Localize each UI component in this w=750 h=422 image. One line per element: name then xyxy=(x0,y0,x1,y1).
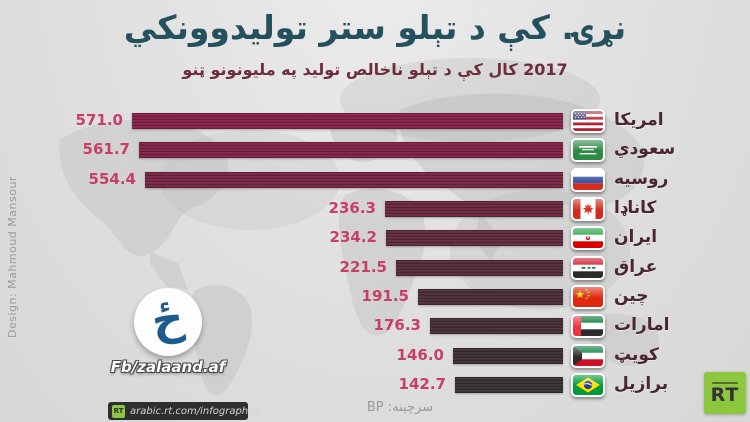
bar xyxy=(453,348,563,364)
flag-ir-icon xyxy=(571,226,605,250)
bar xyxy=(430,318,563,334)
bar-label: روسیه xyxy=(614,169,669,189)
bar-label: سعودي xyxy=(614,139,676,159)
flag-ae-icon xyxy=(571,314,605,338)
bar-value: 571.0 xyxy=(75,111,123,129)
flag-ca-icon xyxy=(571,197,605,221)
bar-label: چین xyxy=(614,286,649,306)
bar xyxy=(139,142,563,158)
bar-value: 234.2 xyxy=(329,228,377,246)
flag-us-icon xyxy=(571,109,605,133)
footer-url: arabic.rt.com/infographics xyxy=(130,405,262,417)
flag-kw-icon xyxy=(571,344,605,368)
flag-ru-icon xyxy=(571,168,605,192)
bar-value: 236.3 xyxy=(328,199,376,217)
bar xyxy=(396,260,563,276)
bar-value: 221.5 xyxy=(339,258,387,276)
bar-value: 191.5 xyxy=(361,287,409,305)
bar-label: ایران xyxy=(614,227,658,247)
footer-url-bar: RT arabic.rt.com/infographics xyxy=(108,402,262,420)
flag-iq-icon xyxy=(571,256,605,280)
bar xyxy=(418,289,563,305)
design-credit: Design: Mahmoud Mansour xyxy=(6,176,19,338)
flag-br-icon xyxy=(571,373,605,397)
bar-label: عراق xyxy=(614,257,658,277)
bar-value: 561.7 xyxy=(82,140,130,158)
bar-value: 142.7 xyxy=(398,375,446,393)
bar xyxy=(145,172,563,188)
bar-label: برازیل xyxy=(614,374,669,394)
rt-mini-icon: RT xyxy=(112,404,125,418)
bar-label: کاناډا xyxy=(614,198,657,218)
rt-logo: RT xyxy=(704,372,746,414)
bar-label: کویټ xyxy=(614,345,659,365)
bar-value: 146.0 xyxy=(396,346,444,364)
bar xyxy=(455,377,563,393)
flag-sa-icon xyxy=(571,138,605,162)
rt-logo-text: RT xyxy=(710,383,740,406)
zalaand-logo: ځ xyxy=(134,288,202,356)
bar-value: 554.4 xyxy=(88,170,136,188)
facebook-handle: Fb/zalaand.af xyxy=(110,358,226,376)
bar-value: 176.3 xyxy=(373,316,421,334)
rt-logo-tagline xyxy=(712,381,738,384)
flag-cn-icon xyxy=(571,285,605,309)
source-label: سرچینه: BP xyxy=(366,400,434,415)
page-title: نړۍ. کې د تېلو ستر توليدوونکي xyxy=(123,8,627,47)
bar xyxy=(132,113,563,129)
bar-label: امریکا xyxy=(614,110,664,130)
page-subtitle: 2017 کال کې د تېلو ناخالص تولید په ملیون… xyxy=(182,60,568,79)
bar-label: امارات xyxy=(614,315,670,335)
bar xyxy=(386,230,563,246)
bar xyxy=(385,201,563,217)
zalaand-logo-glyph-icon: ځ xyxy=(148,292,187,347)
